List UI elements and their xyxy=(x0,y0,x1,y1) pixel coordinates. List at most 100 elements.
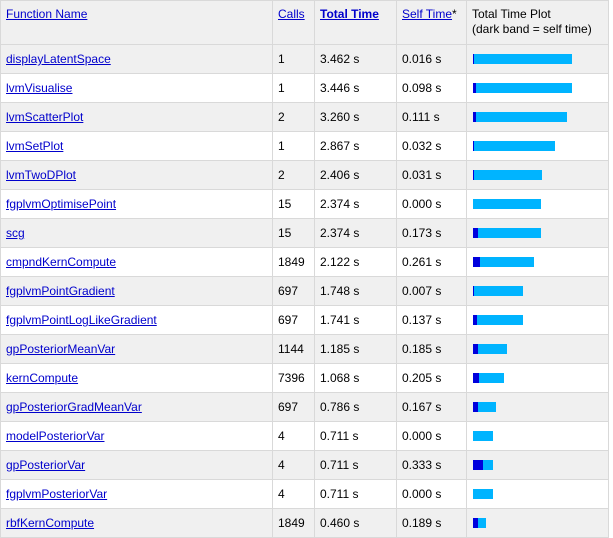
self-time-cell: 0.205 s xyxy=(396,363,467,393)
function-link[interactable]: displayLatentSpace xyxy=(6,52,111,66)
time-bar xyxy=(473,228,603,238)
total-time-cell: 3.446 s xyxy=(314,73,397,103)
self-time-cell: 0.000 s xyxy=(396,479,467,509)
calls-cell: 1144 xyxy=(272,334,315,364)
function-name-cell: lvmScatterPlot xyxy=(0,102,273,132)
function-name-column-header: Function Name xyxy=(0,0,273,45)
sort-by-self-time-link[interactable]: Self Time xyxy=(402,7,453,21)
total-time-plot-cell xyxy=(466,189,609,219)
table-row: fgplvmOptimisePoint 15 2.374 s 0.000 s xyxy=(0,189,609,219)
calls-cell: 697 xyxy=(272,276,315,306)
self-time-bar xyxy=(473,170,474,180)
table-row: lvmVisualise 1 3.446 s 0.098 s xyxy=(0,73,609,103)
total-time-bar xyxy=(473,489,493,499)
table-row: rbfKernCompute 1849 0.460 s 0.189 s xyxy=(0,508,609,538)
table-header-row: Function Name Calls Total Time Self Time… xyxy=(0,0,609,45)
function-link[interactable]: lvmScatterPlot xyxy=(6,110,84,124)
time-bar xyxy=(473,518,603,528)
table-body: displayLatentSpace 1 3.462 s 0.016 s lvmVisu… xyxy=(0,44,609,538)
function-link[interactable]: cmpndKernCompute xyxy=(6,255,117,269)
total-time-plot-cell xyxy=(466,218,609,248)
sort-by-calls-link[interactable]: Calls xyxy=(278,7,305,21)
total-time-cell: 2.122 s xyxy=(314,247,397,277)
function-link[interactable]: fgplvmPosteriorVar xyxy=(6,487,108,501)
function-link[interactable]: rbfKernCompute xyxy=(6,516,95,530)
plot-header-title: Total Time Plot xyxy=(472,7,551,21)
function-link[interactable]: modelPosteriorVar xyxy=(6,429,105,443)
calls-cell: 1849 xyxy=(272,508,315,538)
time-bar xyxy=(473,257,603,267)
function-link[interactable]: gpPosteriorMeanVar xyxy=(6,342,116,356)
table-row: gpPosteriorGradMeanVar 697 0.786 s 0.167 s xyxy=(0,392,609,422)
self-time-bar xyxy=(473,460,483,470)
table-row: fgplvmPointLogLikeGradient 697 1.741 s 0.13… xyxy=(0,305,609,335)
function-link[interactable]: kernCompute xyxy=(6,371,79,385)
total-time-bar xyxy=(473,170,542,180)
self-time-cell: 0.032 s xyxy=(396,131,467,161)
table-row: lvmScatterPlot 2 3.260 s 0.111 s xyxy=(0,102,609,132)
self-time-bar xyxy=(473,112,476,122)
total-time-cell: 1.185 s xyxy=(314,334,397,364)
self-time-bar xyxy=(473,257,480,267)
total-time-bar xyxy=(473,257,534,267)
plot-header-subtitle: (dark band = self time) xyxy=(472,22,592,36)
total-time-bar xyxy=(473,373,504,383)
total-time-plot-cell xyxy=(466,508,609,538)
function-name-cell: gpPosteriorMeanVar xyxy=(0,334,273,364)
function-link[interactable]: fgplvmPointGradient xyxy=(6,284,115,298)
total-time-bar xyxy=(473,315,523,325)
function-name-cell: gpPosteriorGradMeanVar xyxy=(0,392,273,422)
self-time-cell: 0.031 s xyxy=(396,160,467,190)
total-time-bar xyxy=(473,286,523,296)
time-bar xyxy=(473,170,603,180)
function-name-cell: fgplvmPointLogLikeGradient xyxy=(0,305,273,335)
function-name-cell: lvmVisualise xyxy=(0,73,273,103)
self-time-bar xyxy=(473,373,479,383)
self-time-cell: 0.007 s xyxy=(396,276,467,306)
self-time-cell: 0.189 s xyxy=(396,508,467,538)
total-time-cell: 3.260 s xyxy=(314,102,397,132)
total-time-plot-cell xyxy=(466,44,609,74)
function-link[interactable]: fgplvmPointLogLikeGradient xyxy=(6,313,157,327)
time-bar xyxy=(473,489,603,499)
function-link[interactable]: lvmSetPlot xyxy=(6,139,64,153)
function-link[interactable]: gpPosteriorGradMeanVar xyxy=(6,400,142,414)
self-time-cell: 0.167 s xyxy=(396,392,467,422)
time-bar xyxy=(473,141,603,151)
total-time-plot-cell xyxy=(466,392,609,422)
total-time-cell: 0.786 s xyxy=(314,392,397,422)
table-row: fgplvmPosteriorVar 4 0.711 s 0.000 s xyxy=(0,479,609,509)
total-time-plot-cell xyxy=(466,479,609,509)
calls-cell: 2 xyxy=(272,102,315,132)
calls-column-header: Calls xyxy=(272,0,315,45)
self-time-cell: 0.185 s xyxy=(396,334,467,364)
time-bar xyxy=(473,373,603,383)
self-time-bar xyxy=(473,141,474,151)
function-name-cell: gpPosteriorVar xyxy=(0,450,273,480)
total-time-cell: 1.068 s xyxy=(314,363,397,393)
function-link[interactable]: fgplvmOptimisePoint xyxy=(6,197,117,211)
table-row: kernCompute 7396 1.068 s 0.205 s xyxy=(0,363,609,393)
total-time-plot-column-header: Total Time Plot (dark band = self time) xyxy=(466,0,609,45)
calls-cell: 1 xyxy=(272,131,315,161)
calls-cell: 7396 xyxy=(272,363,315,393)
self-time-footnote-marker: * xyxy=(452,7,457,21)
function-link[interactable]: gpPosteriorVar xyxy=(6,458,86,472)
total-time-cell: 0.711 s xyxy=(314,421,397,451)
function-link[interactable]: scg xyxy=(6,226,25,240)
time-bar xyxy=(473,431,603,441)
total-time-plot-cell xyxy=(466,450,609,480)
sort-by-function-name-link[interactable]: Function Name xyxy=(6,7,88,21)
function-link[interactable]: lvmVisualise xyxy=(6,81,73,95)
total-time-plot-cell xyxy=(466,363,609,393)
self-time-cell: 0.000 s xyxy=(396,189,467,219)
total-time-plot-cell xyxy=(466,247,609,277)
table-row: modelPosteriorVar 4 0.711 s 0.000 s xyxy=(0,421,609,451)
sort-by-total-time-link[interactable]: Total Time xyxy=(320,7,379,21)
total-time-cell: 0.460 s xyxy=(314,508,397,538)
table-row: gpPosteriorVar 4 0.711 s 0.333 s xyxy=(0,450,609,480)
function-name-cell: displayLatentSpace xyxy=(0,44,273,74)
function-name-cell: modelPosteriorVar xyxy=(0,421,273,451)
total-time-bar xyxy=(473,431,493,441)
function-link[interactable]: lvmTwoDPlot xyxy=(6,168,77,182)
